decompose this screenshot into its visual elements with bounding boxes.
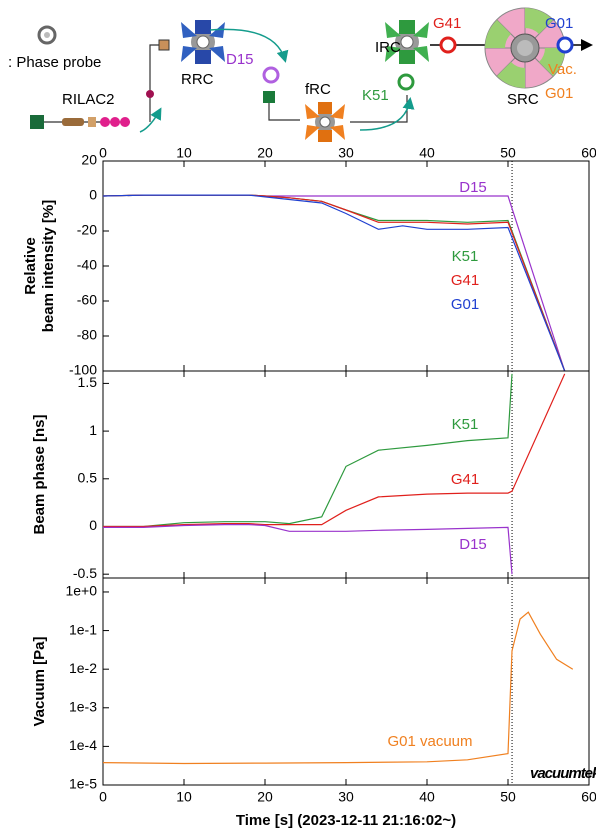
- irc-label: IRC: [375, 39, 401, 56]
- x-tick-label: 60: [581, 789, 596, 805]
- x-tick-label: 40: [419, 789, 435, 805]
- y-tick-label: 1e-2: [69, 660, 97, 676]
- series-label: D15: [459, 536, 487, 553]
- y-tick-label: 0.5: [78, 469, 98, 485]
- y-tick-label: 1e-5: [69, 776, 97, 792]
- series-label: K51: [452, 416, 479, 433]
- y-axis-label: Vacuum [Pa]: [31, 636, 48, 726]
- x-tick-label: 10: [176, 145, 192, 161]
- plot-frame: [102, 160, 590, 372]
- g41-label: G41: [433, 15, 461, 32]
- src-label: SRC: [507, 91, 539, 108]
- y-tick-label: 1: [89, 422, 97, 438]
- y-tick-label: 0: [89, 187, 97, 203]
- y-tick-label: -0.5: [73, 565, 97, 581]
- series-label: G01: [451, 296, 479, 313]
- y-tick-label: -100: [69, 362, 97, 378]
- x-tick-label: 20: [257, 145, 273, 161]
- x-tick-label: 0: [99, 789, 107, 805]
- x-tick-label: 60: [581, 145, 596, 161]
- x-tick-label: 30: [338, 789, 354, 805]
- vac-gauge-label: G01: [545, 85, 573, 102]
- y-tick-label: 1e-3: [69, 698, 97, 714]
- x-tick-label: 20: [257, 789, 273, 805]
- y-tick-label: -60: [77, 292, 97, 308]
- series-line: [103, 524, 513, 575]
- x-tick-label: 10: [176, 789, 192, 805]
- rilac-label: RILAC2: [62, 91, 115, 108]
- y-tick-label: 1.5: [78, 374, 98, 390]
- y-tick-label: 0: [89, 517, 97, 533]
- y-tick-label: -20: [77, 222, 97, 238]
- series-line: [103, 373, 513, 528]
- series-line: [102, 194, 566, 372]
- x-tick-label: 30: [338, 145, 354, 161]
- y-axis-label: Relative: [22, 237, 39, 295]
- series-line: [102, 194, 566, 372]
- series-label: G41: [451, 272, 479, 289]
- vac-label: Vac.: [548, 61, 577, 78]
- plot-frame: [102, 577, 590, 786]
- series-label: G41: [451, 471, 479, 488]
- series-line: [102, 611, 574, 765]
- y-tick-label: -40: [77, 257, 97, 273]
- y-tick-label: 1e-4: [69, 737, 97, 753]
- x-tick-label: 40: [419, 145, 435, 161]
- y-tick-label: 1e-1: [69, 621, 97, 637]
- x-tick-label: 0: [99, 145, 107, 161]
- frc-label: fRC: [305, 81, 331, 98]
- plot-frame: [102, 370, 590, 579]
- logo: vacuumtek: [530, 765, 596, 782]
- d15-label: D15: [226, 51, 254, 68]
- probe-label: : Phase probe: [8, 54, 101, 71]
- series-label: K51: [452, 248, 479, 265]
- g01-label: G01: [545, 15, 573, 32]
- beamline-diagram: : Phase probe RILAC2 RRC D15 fRC K51 IRC…: [8, 7, 590, 142]
- y-axis-label: beam intensity [%]: [40, 200, 57, 333]
- series-label: D15: [459, 179, 487, 196]
- x-tick-label: 50: [500, 145, 516, 161]
- x-axis-label: Time [s] (2023-12-11 21:16:02~): [236, 812, 456, 829]
- k51-label: K51: [362, 87, 389, 104]
- series-label: G01 vacuum: [387, 733, 472, 750]
- x-tick-label: 50: [500, 789, 516, 805]
- y-axis-label: Beam phase [ns]: [31, 414, 48, 534]
- rrc-label: RRC: [181, 71, 214, 88]
- y-tick-label: -80: [77, 327, 97, 343]
- y-tick-label: 1e+0: [65, 583, 97, 599]
- y-tick-label: 20: [81, 152, 97, 168]
- series-line: [103, 373, 566, 528]
